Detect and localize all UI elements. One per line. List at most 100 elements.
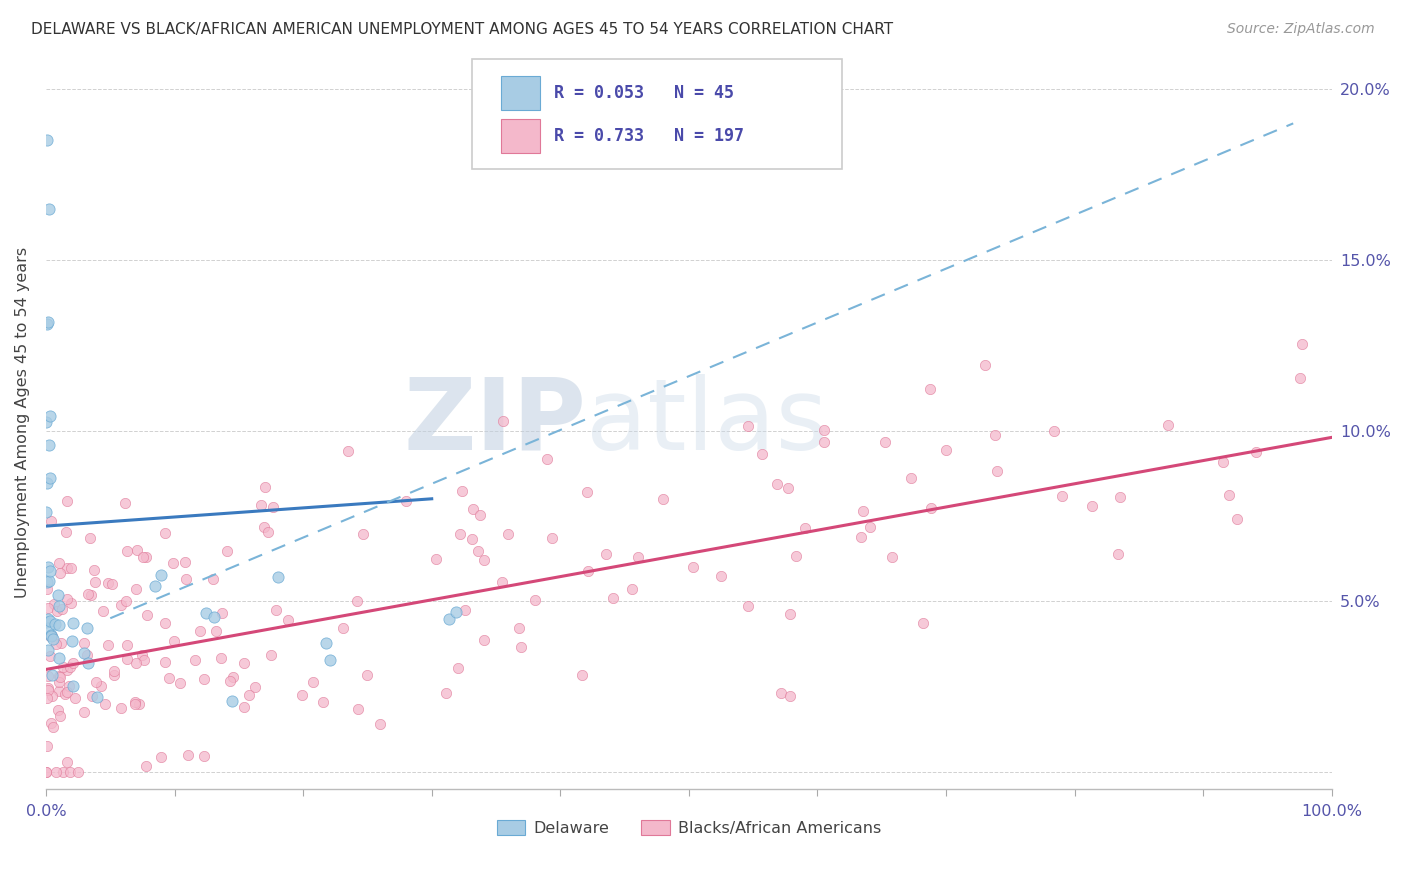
Point [73, 646, 96, 660]
Point [627, 549, 650, 564]
Point [58, 679, 80, 693]
Point [97, 576, 120, 591]
Point [39, 648, 62, 663]
Point [253, 480, 276, 494]
Point [128, 697, 150, 711]
Point [115, 638, 138, 652]
Point [38, 202, 60, 216]
Point [37, 642, 59, 657]
Point [467, 544, 489, 558]
Point [571, 668, 593, 682]
Point [1042, 424, 1064, 438]
Point [72, 705, 94, 719]
Point [439, 612, 461, 626]
Point [986, 464, 1008, 478]
Point [193, 749, 215, 764]
Point [46, 588, 69, 602]
Point [45, 604, 67, 618]
Point [253, 519, 276, 533]
Point [37, 601, 59, 615]
Text: R = 0.733   N = 197: R = 0.733 N = 197 [554, 128, 744, 145]
Point [135, 549, 157, 564]
Point [155, 615, 177, 630]
Point [1107, 547, 1129, 561]
Point [56, 755, 79, 769]
Point [83, 563, 105, 577]
Point [221, 694, 243, 708]
Point [39, 614, 62, 628]
Point [48, 651, 70, 665]
Point [776, 481, 799, 495]
Point [62, 615, 84, 630]
Point [291, 688, 314, 702]
Point [76, 648, 98, 663]
Point [346, 594, 368, 608]
Point [48, 669, 70, 683]
Point [35, 504, 58, 518]
Point [472, 633, 495, 648]
Point [576, 484, 599, 499]
Point [859, 519, 882, 533]
Point [153, 525, 176, 540]
Point [920, 500, 942, 515]
Text: R = 0.053   N = 45: R = 0.053 N = 45 [554, 84, 734, 103]
Text: DELAWARE VS BLACK/AFRICAN AMERICAN UNEMPLOYMENT AMONG AGES 45 TO 54 YEARS CORREL: DELAWARE VS BLACK/AFRICAN AMERICAN UNEMP… [31, 22, 893, 37]
Point [751, 447, 773, 461]
Point [42, 632, 65, 647]
Point [193, 672, 215, 686]
Point [162, 557, 184, 571]
Point [425, 551, 447, 566]
Point [90, 679, 112, 693]
Point [1291, 336, 1313, 351]
Point [79, 531, 101, 545]
Point [793, 521, 815, 535]
Point [209, 651, 232, 665]
Point [103, 665, 125, 679]
Point [41, 629, 63, 643]
Point [266, 603, 288, 617]
Point [602, 591, 624, 606]
Point [682, 559, 704, 574]
Point [110, 598, 132, 612]
Point [59, 660, 82, 674]
Point [59, 764, 82, 779]
Point [84, 575, 107, 590]
Point [84, 674, 107, 689]
Point [49, 709, 72, 723]
Point [60, 634, 83, 648]
Point [163, 634, 186, 648]
Point [76, 587, 98, 601]
Point [620, 582, 643, 596]
Point [143, 579, 166, 593]
Point [205, 624, 228, 638]
Point [346, 702, 368, 716]
Point [851, 503, 873, 517]
Point [115, 594, 138, 608]
Point [62, 679, 84, 693]
Point [41, 715, 63, 730]
Point [446, 605, 468, 619]
Point [127, 543, 149, 558]
Point [434, 686, 457, 700]
Point [769, 686, 792, 700]
Point [1246, 445, 1268, 459]
Point [232, 700, 254, 714]
Point [194, 606, 217, 620]
Point [153, 655, 176, 669]
Point [222, 670, 245, 684]
Point [470, 508, 492, 523]
Point [56, 663, 79, 677]
Point [48, 599, 70, 613]
Point [37, 669, 59, 683]
Point [1109, 490, 1132, 504]
Point [56, 591, 79, 606]
Point [35, 615, 58, 629]
Point [880, 549, 903, 564]
Point [232, 656, 254, 670]
Point [710, 569, 733, 583]
Point [536, 451, 558, 466]
Point [352, 526, 374, 541]
Point [1226, 511, 1249, 525]
Point [973, 358, 995, 372]
Point [935, 442, 957, 457]
